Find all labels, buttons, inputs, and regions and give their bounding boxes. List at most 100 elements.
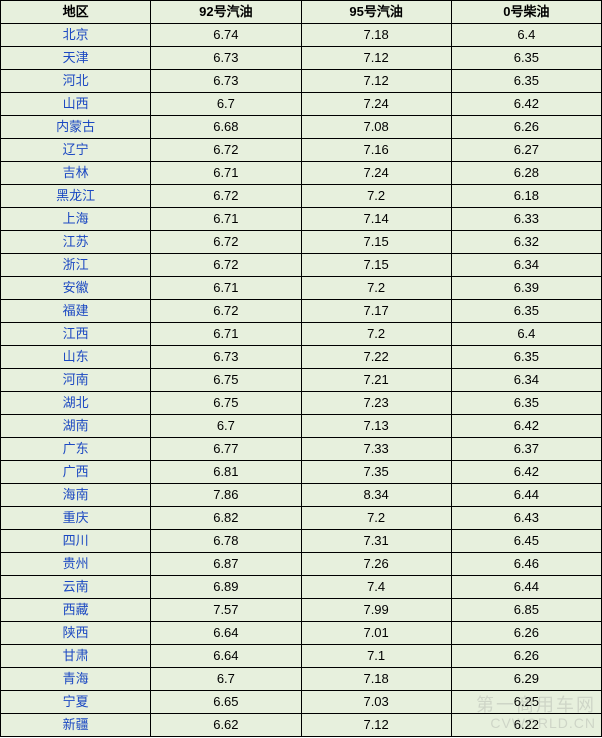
- cell-region: 广东: [1, 438, 151, 461]
- cell-region: 安徽: [1, 277, 151, 300]
- cell-value: 6.71: [151, 323, 301, 346]
- cell-region: 江西: [1, 323, 151, 346]
- cell-value: 6.37: [451, 438, 601, 461]
- cell-value: 6.89: [151, 576, 301, 599]
- cell-value: 6.26: [451, 622, 601, 645]
- cell-value: 7.2: [301, 507, 451, 530]
- cell-value: 7.16: [301, 139, 451, 162]
- table-row: 四川6.787.316.45: [1, 530, 602, 553]
- table-row: 安徽6.717.26.39: [1, 277, 602, 300]
- cell-value: 7.35: [301, 461, 451, 484]
- table-row: 江西6.717.26.4: [1, 323, 602, 346]
- cell-value: 6.85: [451, 599, 601, 622]
- table-row: 上海6.717.146.33: [1, 208, 602, 231]
- cell-value: 7.24: [301, 162, 451, 185]
- cell-region: 黑龙江: [1, 185, 151, 208]
- col-region: 地区: [1, 1, 151, 24]
- cell-value: 6.7: [151, 668, 301, 691]
- cell-value: 6.26: [451, 116, 601, 139]
- cell-value: 7.18: [301, 668, 451, 691]
- cell-region: 湖北: [1, 392, 151, 415]
- cell-value: 6.72: [151, 139, 301, 162]
- cell-region: 上海: [1, 208, 151, 231]
- cell-value: 6.71: [151, 277, 301, 300]
- cell-region: 河南: [1, 369, 151, 392]
- cell-value: 6.35: [451, 300, 601, 323]
- table-row: 北京6.747.186.4: [1, 24, 602, 47]
- cell-region: 青海: [1, 668, 151, 691]
- cell-value: 6.74: [151, 24, 301, 47]
- cell-value: 6.42: [451, 93, 601, 116]
- cell-value: 6.81: [151, 461, 301, 484]
- cell-region: 浙江: [1, 254, 151, 277]
- cell-value: 6.7: [151, 93, 301, 116]
- col-95: 95号汽油: [301, 1, 451, 24]
- cell-value: 6.71: [151, 208, 301, 231]
- table-row: 山东6.737.226.35: [1, 346, 602, 369]
- cell-value: 6.65: [151, 691, 301, 714]
- table-row: 天津6.737.126.35: [1, 47, 602, 70]
- cell-value: 6.35: [451, 47, 601, 70]
- cell-value: 6.78: [151, 530, 301, 553]
- cell-value: 7.33: [301, 438, 451, 461]
- cell-value: 6.45: [451, 530, 601, 553]
- cell-value: 6.32: [451, 231, 601, 254]
- table-row: 云南6.897.46.44: [1, 576, 602, 599]
- col-92: 92号汽油: [151, 1, 301, 24]
- table-row: 广东6.777.336.37: [1, 438, 602, 461]
- cell-value: 7.86: [151, 484, 301, 507]
- cell-value: 6.35: [451, 70, 601, 93]
- table-row: 河北6.737.126.35: [1, 70, 602, 93]
- cell-value: 6.7: [151, 415, 301, 438]
- cell-value: 7.2: [301, 185, 451, 208]
- cell-value: 6.72: [151, 231, 301, 254]
- cell-value: 6.68: [151, 116, 301, 139]
- cell-region: 山东: [1, 346, 151, 369]
- table-row: 湖北6.757.236.35: [1, 392, 602, 415]
- cell-value: 6.27: [451, 139, 601, 162]
- cell-value: 7.26: [301, 553, 451, 576]
- cell-region: 新疆: [1, 714, 151, 737]
- cell-value: 7.1: [301, 645, 451, 668]
- cell-value: 7.31: [301, 530, 451, 553]
- cell-value: 7.15: [301, 231, 451, 254]
- cell-value: 6.71: [151, 162, 301, 185]
- cell-value: 6.46: [451, 553, 601, 576]
- cell-value: 6.75: [151, 369, 301, 392]
- cell-region: 北京: [1, 24, 151, 47]
- cell-value: 6.4: [451, 24, 601, 47]
- cell-value: 7.2: [301, 323, 451, 346]
- cell-value: 6.33: [451, 208, 601, 231]
- cell-value: 6.28: [451, 162, 601, 185]
- table-row: 内蒙古6.687.086.26: [1, 116, 602, 139]
- cell-value: 6.44: [451, 484, 601, 507]
- table-row: 山西6.77.246.42: [1, 93, 602, 116]
- cell-value: 8.34: [301, 484, 451, 507]
- cell-value: 7.17: [301, 300, 451, 323]
- cell-region: 河北: [1, 70, 151, 93]
- cell-value: 6.72: [151, 300, 301, 323]
- cell-value: 6.64: [151, 645, 301, 668]
- table-row: 吉林6.717.246.28: [1, 162, 602, 185]
- cell-region: 山西: [1, 93, 151, 116]
- cell-value: 6.72: [151, 185, 301, 208]
- cell-value: 6.87: [151, 553, 301, 576]
- cell-value: 6.44: [451, 576, 601, 599]
- table-row: 湖南6.77.136.42: [1, 415, 602, 438]
- cell-value: 6.29: [451, 668, 601, 691]
- cell-value: 6.82: [151, 507, 301, 530]
- cell-value: 6.4: [451, 323, 601, 346]
- cell-value: 6.34: [451, 369, 601, 392]
- cell-value: 6.26: [451, 645, 601, 668]
- cell-value: 7.4: [301, 576, 451, 599]
- cell-value: 6.62: [151, 714, 301, 737]
- cell-region: 福建: [1, 300, 151, 323]
- cell-region: 辽宁: [1, 139, 151, 162]
- table-row: 重庆6.827.26.43: [1, 507, 602, 530]
- cell-value: 6.25: [451, 691, 601, 714]
- cell-value: 6.73: [151, 47, 301, 70]
- table-row: 福建6.727.176.35: [1, 300, 602, 323]
- cell-value: 7.18: [301, 24, 451, 47]
- cell-value: 6.77: [151, 438, 301, 461]
- table-row: 河南6.757.216.34: [1, 369, 602, 392]
